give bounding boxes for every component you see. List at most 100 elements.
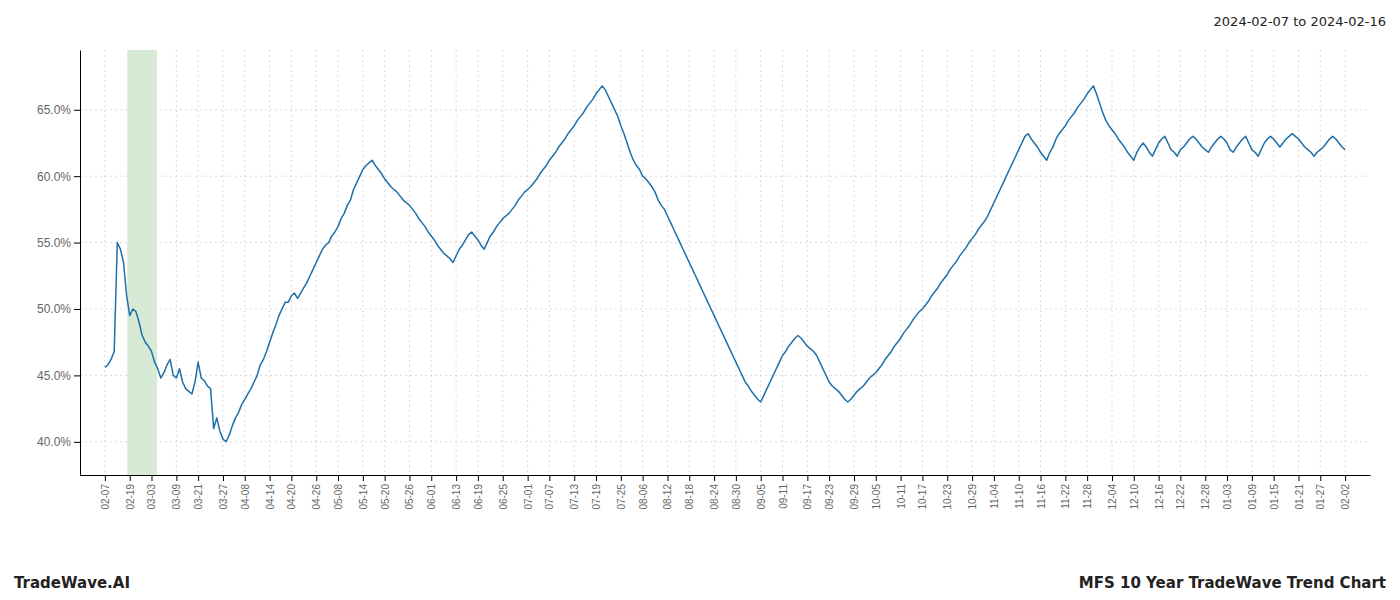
- x-tick-label: 06-13: [451, 484, 462, 510]
- x-tick: 04-08: [240, 475, 251, 510]
- x-tick: 09-11: [778, 475, 789, 509]
- x-tick-label: 01-15: [1269, 484, 1280, 510]
- x-tick-mark: [689, 475, 690, 481]
- x-tick-mark: [596, 475, 597, 481]
- y-tick-label: 40.0%: [37, 435, 71, 449]
- x-tick-mark: [503, 475, 504, 481]
- x-tick-mark: [316, 475, 317, 481]
- x-tick-label: 01-27: [1315, 484, 1326, 510]
- x-tick-label: 02-07: [100, 484, 111, 510]
- x-grid-line: [1158, 50, 1159, 475]
- x-tick-mark: [1274, 475, 1275, 481]
- y-tick: 50.0%: [37, 302, 80, 316]
- x-tick-label: 09-29: [849, 484, 860, 510]
- y-tick-mark: [74, 375, 80, 376]
- x-tick: 06-25: [498, 475, 509, 510]
- x-grid-line: [642, 50, 643, 475]
- x-grid-line: [574, 50, 575, 475]
- x-tick: 11-10: [1014, 475, 1025, 509]
- x-tick-mark: [1019, 475, 1020, 481]
- x-tick-label: 08-12: [662, 484, 673, 510]
- x-tick: 08-18: [684, 475, 695, 510]
- x-tick: 02-19: [125, 475, 136, 510]
- y-tick-label: 50.0%: [37, 302, 71, 316]
- x-tick: 07-07: [544, 475, 555, 510]
- y-grid-line: [80, 176, 1370, 177]
- y-tick: 40.0%: [37, 435, 80, 449]
- y-grid-line: [80, 441, 1370, 442]
- y-tick-mark: [74, 442, 80, 443]
- y-tick-mark: [74, 309, 80, 310]
- y-tick-label: 55.0%: [37, 236, 71, 250]
- x-tick-mark: [972, 475, 973, 481]
- x-tick-label: 09-23: [824, 484, 835, 510]
- x-tick-label: 09-11: [778, 484, 789, 509]
- x-tick-label: 04-08: [240, 484, 251, 510]
- x-grid-line: [527, 50, 528, 475]
- x-tick-mark: [994, 475, 995, 481]
- x-tick-label: 08-24: [709, 484, 720, 510]
- x-tick: 05-08: [333, 475, 344, 510]
- x-tick: 01-21: [1294, 475, 1305, 510]
- x-tick-mark: [105, 475, 106, 481]
- x-tick: 12-22: [1175, 475, 1186, 510]
- x-tick-label: 11-10: [1014, 484, 1025, 509]
- x-tick: 04-26: [311, 475, 322, 510]
- x-tick-mark: [291, 475, 292, 481]
- x-tick-mark: [761, 475, 762, 481]
- x-tick-mark: [736, 475, 737, 481]
- x-tick-mark: [807, 475, 808, 481]
- y-grid-line: [80, 308, 1370, 309]
- x-tick-label: 07-19: [591, 484, 602, 510]
- x-tick: 10-11: [896, 475, 907, 509]
- x-tick: 01-09: [1247, 475, 1258, 510]
- x-tick-label: 10-29: [967, 484, 978, 510]
- x-tick-mark: [223, 475, 224, 481]
- x-tick-label: 09-05: [756, 484, 767, 510]
- x-tick-mark: [1041, 475, 1042, 481]
- x-tick-mark: [130, 475, 131, 481]
- x-tick-label: 03-27: [218, 484, 229, 510]
- x-tick-label: 03-21: [193, 484, 204, 510]
- x-tick-label: 11-22: [1060, 484, 1071, 509]
- x-tick: 11-04: [989, 475, 1000, 509]
- x-grid-line: [502, 50, 503, 475]
- y-tick: 60.0%: [37, 170, 80, 184]
- y-tick-mark: [74, 243, 80, 244]
- x-grid-line: [477, 50, 478, 475]
- x-tick-mark: [1299, 475, 1300, 481]
- x-tick-label: 12-10: [1129, 484, 1140, 510]
- x-tick-mark: [621, 475, 622, 481]
- x-tick-label: 12-04: [1107, 484, 1118, 510]
- x-tick-mark: [1320, 475, 1321, 481]
- x-tick: 07-13: [569, 475, 580, 510]
- x-tick: 08-12: [662, 475, 673, 510]
- x-tick-mark: [783, 475, 784, 481]
- x-grid-line: [714, 50, 715, 475]
- x-grid-line: [549, 50, 550, 475]
- x-grid-line: [362, 50, 363, 475]
- x-tick-mark: [151, 475, 152, 481]
- x-tick-mark: [1227, 475, 1228, 481]
- x-grid-line: [176, 50, 177, 475]
- subtitle: 2024-02-07 to 2024-02-16: [1214, 14, 1386, 29]
- x-grid-line: [222, 50, 223, 475]
- x-grid-line: [1133, 50, 1134, 475]
- x-tick-mark: [549, 475, 550, 481]
- x-grid-line: [104, 50, 105, 475]
- y-tick-label: 60.0%: [37, 170, 71, 184]
- x-tick: 12-28: [1200, 475, 1211, 510]
- x-tick-mark: [574, 475, 575, 481]
- x-tick: 07-19: [591, 475, 602, 510]
- x-tick-mark: [176, 475, 177, 481]
- x-tick: 12-16: [1154, 475, 1165, 510]
- x-tick-label: 05-14: [358, 484, 369, 510]
- x-tick-mark: [1134, 475, 1135, 481]
- x-tick-mark: [876, 475, 877, 481]
- x-tick-mark: [714, 475, 715, 481]
- x-tick-label: 11-04: [989, 484, 1000, 509]
- y-tick: 65.0%: [37, 103, 80, 117]
- x-tick: 02-02: [1340, 475, 1351, 510]
- x-tick-label: 04-14: [265, 484, 276, 510]
- y-tick: 45.0%: [37, 369, 80, 383]
